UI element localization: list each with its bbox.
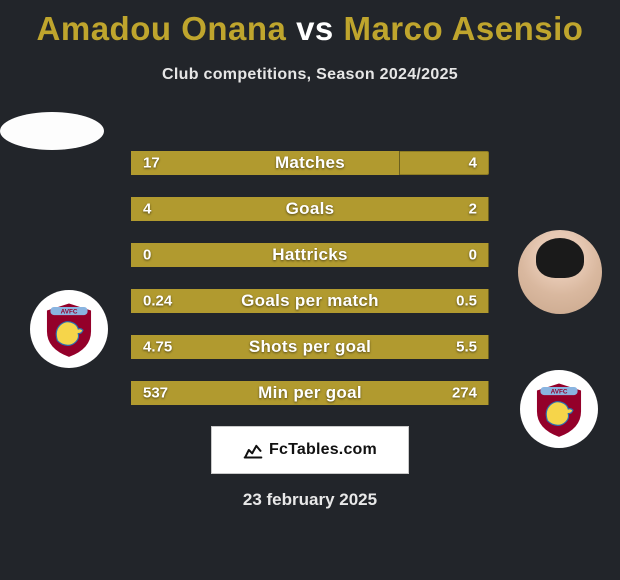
- fctables-logo-icon: [243, 440, 263, 460]
- crest-icon: AVFC: [40, 300, 98, 358]
- player-b-name: Marco Asensio: [343, 10, 583, 47]
- comparison-stage: AVFC AVFC Matches174Goals42Hattricks00Go…: [0, 112, 620, 406]
- page-title: Amadou Onana vs Marco Asensio: [0, 0, 620, 48]
- stat-value-right: 0.5: [456, 293, 477, 310]
- stat-label: Min per goal: [131, 383, 489, 403]
- svg-text:AVFC: AVFC: [551, 388, 568, 395]
- branding-text: FcTables.com: [269, 441, 377, 459]
- stat-label: Goals: [131, 199, 489, 219]
- stat-row: Goals4 2: [130, 196, 490, 222]
- svg-text:AVFC: AVFC: [61, 308, 78, 315]
- crest-icon: AVFC: [530, 380, 588, 438]
- stat-value-left: 4: [143, 201, 151, 218]
- stat-row: Matches17 4: [130, 150, 490, 176]
- date-text: 23 february 2025: [0, 490, 620, 510]
- stat-label: Matches: [131, 153, 489, 173]
- player-b-photo: [518, 230, 602, 314]
- stat-label: Shots per goal: [131, 337, 489, 357]
- stat-value-right: 4: [469, 155, 477, 172]
- comparison-bars: Matches174Goals42Hattricks00Goals per ma…: [130, 150, 490, 406]
- stat-row: Goals per match0.24 0.5: [130, 288, 490, 314]
- stat-value-right: 0: [469, 247, 477, 264]
- club-crest-a: AVFC: [30, 290, 108, 368]
- player-a-photo: [0, 112, 104, 150]
- stat-value-left: 17: [143, 155, 160, 172]
- stat-value-left: 0: [143, 247, 151, 264]
- branding-badge: FcTables.com: [211, 426, 409, 474]
- stat-value-right: 274: [452, 385, 477, 402]
- stat-value-left: 537: [143, 385, 168, 402]
- stat-label: Hattricks: [131, 245, 489, 265]
- stat-label: Goals per match: [131, 291, 489, 311]
- vs-text: vs: [296, 10, 334, 47]
- stat-row: Hattricks0 0: [130, 242, 490, 268]
- stat-value-right: 2: [469, 201, 477, 218]
- stat-value-left: 0.24: [143, 293, 172, 310]
- stat-value-right: 5.5: [456, 339, 477, 356]
- stat-value-left: 4.75: [143, 339, 172, 356]
- subtitle: Club competitions, Season 2024/2025: [0, 66, 620, 84]
- player-a-name: Amadou Onana: [37, 10, 287, 47]
- stat-row: Min per goal537 274: [130, 380, 490, 406]
- club-crest-b: AVFC: [520, 370, 598, 448]
- stat-row: Shots per goal4.75 5.5: [130, 334, 490, 360]
